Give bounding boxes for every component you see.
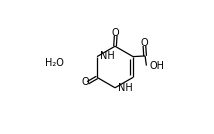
Text: OH: OH	[150, 61, 165, 71]
Text: H₂O: H₂O	[45, 58, 64, 68]
Text: O: O	[141, 38, 148, 48]
Text: NH: NH	[118, 83, 133, 93]
Text: NH: NH	[100, 51, 115, 61]
Text: O: O	[81, 77, 89, 87]
Text: O: O	[112, 28, 120, 38]
